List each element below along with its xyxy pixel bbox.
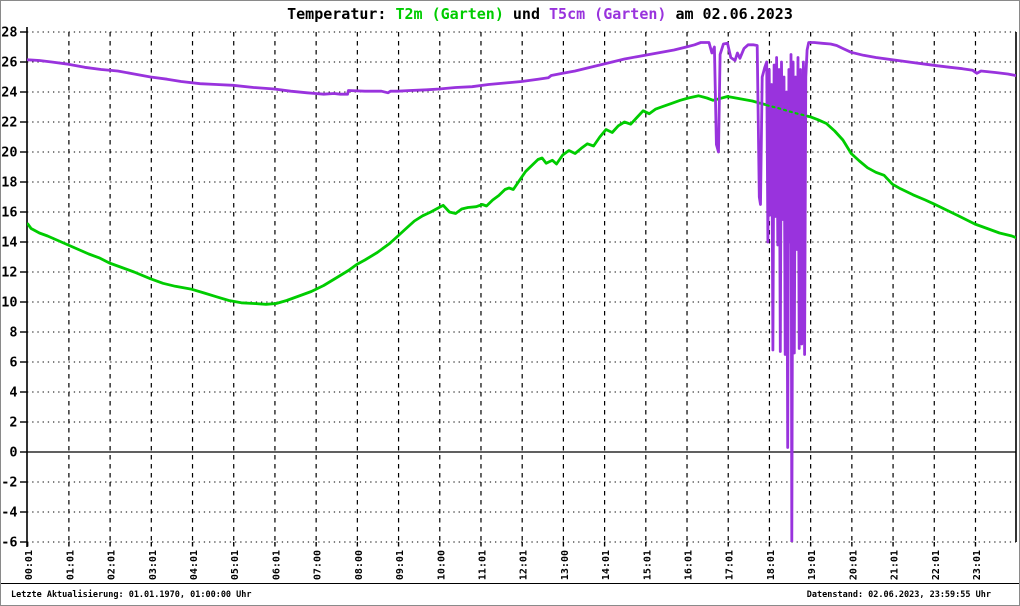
- x-tick-label: 10:00: [436, 550, 447, 580]
- x-tick-label: 02:01: [107, 550, 118, 580]
- series-line-t5cm: [27, 41, 1016, 542]
- y-tick-label: -2: [1, 475, 17, 491]
- y-tick-label: 12: [1, 265, 17, 281]
- y-tick-label: 4: [9, 385, 17, 401]
- series-line-t2m: [27, 94, 1016, 306]
- y-tick-label: 2: [9, 415, 17, 431]
- y-tick-label: 28: [1, 25, 17, 41]
- y-tick-label: 8: [9, 325, 17, 341]
- y-tick-label: 18: [1, 175, 17, 191]
- x-tick-label: 05:01: [230, 550, 241, 580]
- title-prefix: Temperatur:: [287, 5, 396, 23]
- last-update-text: Letzte Aktualisierung: 01.01.1970, 01:00…: [11, 589, 252, 600]
- title-series-t2m-label: T2m (Garten): [395, 5, 504, 23]
- title-middle: und: [503, 5, 550, 23]
- x-tick-label: 16:01: [684, 550, 695, 580]
- y-tick-label: 14: [1, 235, 17, 251]
- title-series-t5cm-label: T5cm (Garten): [549, 5, 667, 23]
- x-tick-label: 03:01: [148, 550, 159, 580]
- x-tick-label: 14:01: [601, 550, 612, 580]
- x-tick-label: 20:01: [848, 550, 859, 580]
- x-tick-label: 12:01: [519, 550, 530, 580]
- x-tick-label: 22:01: [931, 550, 942, 580]
- data-timestamp-text: Datenstand: 02.06.2023, 23:59:55 Uhr: [806, 589, 991, 600]
- x-tick-label: 23:01: [972, 550, 983, 580]
- y-tick-label: 16: [1, 205, 17, 221]
- series-line-t2m-overlay: [765, 104, 812, 118]
- x-tick-label: 11:01: [477, 550, 488, 580]
- y-tick-label: -6: [1, 535, 17, 551]
- y-tick-label: 20: [1, 145, 17, 161]
- x-tick-label: 21:01: [890, 550, 901, 580]
- x-tick-label: 19:01: [807, 550, 818, 580]
- x-tick-label: 09:01: [395, 550, 406, 580]
- y-tick-label: 26: [1, 55, 17, 71]
- y-tick-label: 6: [9, 355, 17, 371]
- x-tick-label: 13:00: [560, 550, 571, 580]
- y-tick-label: -4: [1, 505, 17, 521]
- x-tick-label: 15:01: [642, 550, 653, 580]
- y-tick-label: 22: [1, 115, 17, 131]
- y-tick-label: 0: [9, 445, 17, 461]
- x-tick-label: 08:00: [354, 550, 365, 580]
- y-tick-label: 24: [1, 85, 17, 101]
- x-tick-label: 04:01: [189, 550, 200, 580]
- status-bar: Letzte Aktualisierung: 01.01.1970, 01:00…: [1, 583, 1019, 605]
- title-suffix: am 02.06.2023: [666, 5, 793, 23]
- x-tick-label: 17:01: [725, 550, 736, 580]
- x-tick-label: 07:00: [313, 550, 324, 580]
- x-tick-label: 00:01: [24, 550, 35, 580]
- y-tick-label: 10: [1, 295, 17, 311]
- x-tick-label: 06:01: [271, 550, 282, 580]
- x-tick-label: 18:01: [766, 550, 777, 580]
- x-tick-label: 01:01: [65, 550, 76, 580]
- chart-title: Temperatur: T2m (Garten) und T5cm (Garte…: [61, 5, 1019, 23]
